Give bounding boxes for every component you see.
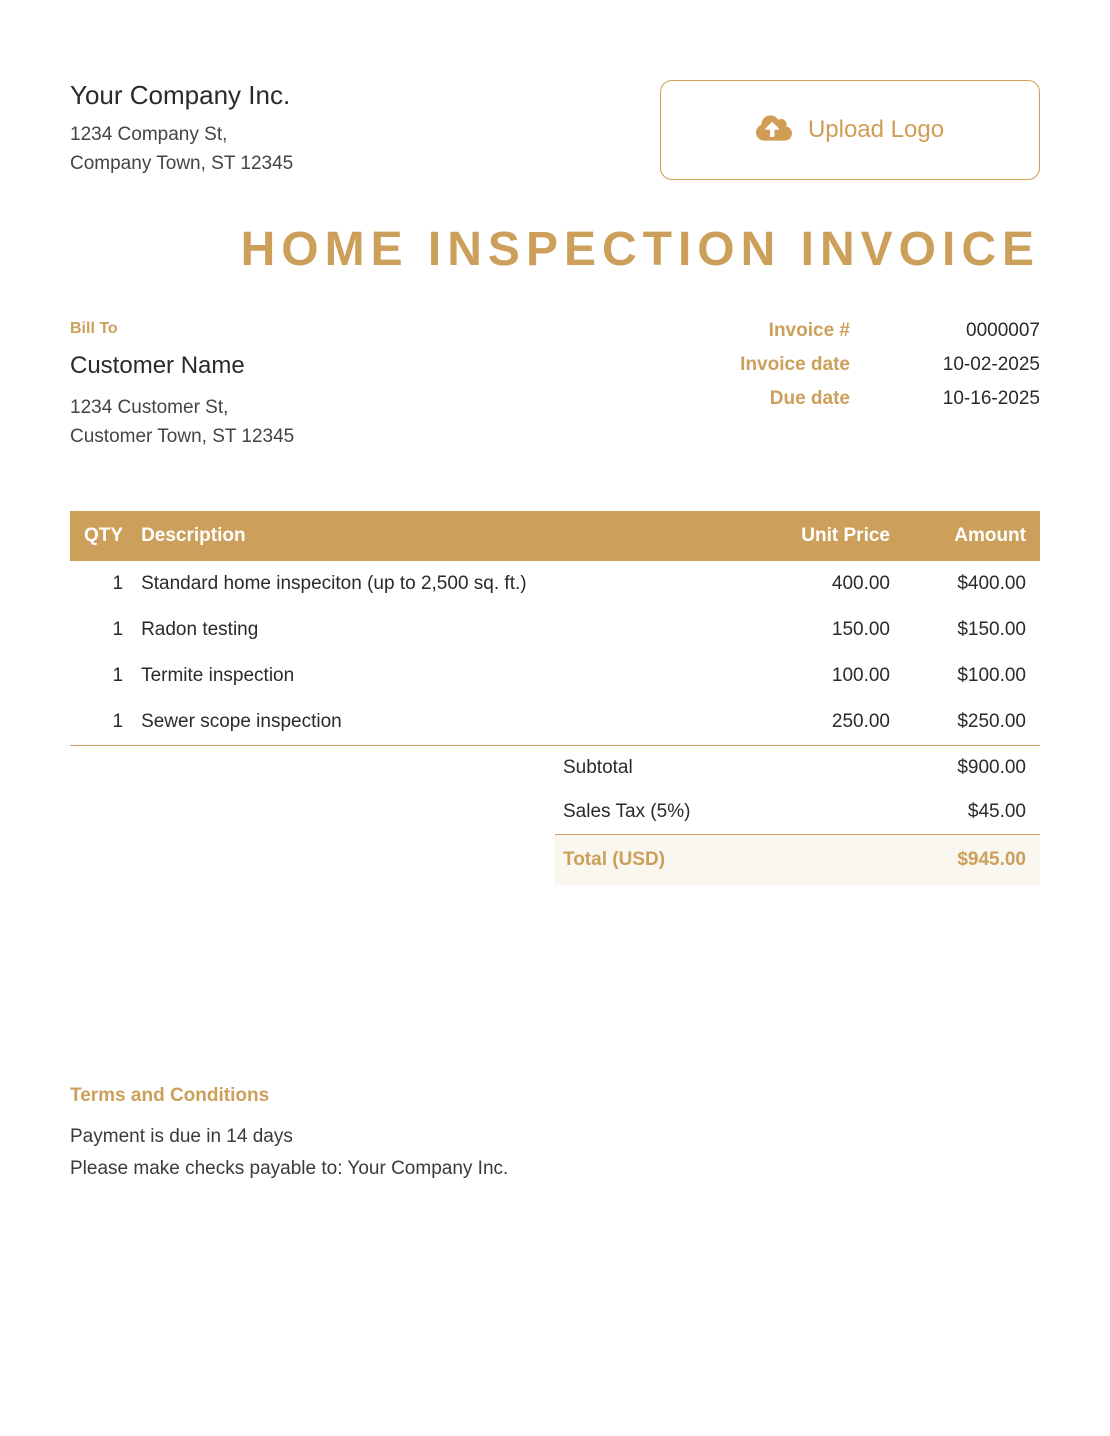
table-row: 1Standard home inspeciton (up to 2,500 s… (70, 561, 1040, 607)
qty-header: QTY (70, 511, 133, 561)
description-header: Description (133, 511, 750, 561)
totals-table: Subtotal $900.00 Sales Tax (5%) $45.00 T… (555, 746, 1040, 885)
qty-cell: 1 (70, 561, 133, 607)
invoice-number-line: Invoice # 0000007 (555, 320, 1040, 342)
description-cell: Standard home inspeciton (up to 2,500 sq… (133, 561, 750, 607)
qty-cell: 1 (70, 607, 133, 653)
customer-addr-line1: 1234 Customer St, (70, 394, 555, 423)
customer-addr-line2: Customer Town, ST 12345 (70, 423, 555, 452)
company-addr-line2: Company Town, ST 12345 (70, 150, 660, 179)
invoice-title: HOME INSPECTION INVOICE (70, 220, 1040, 280)
customer-address: 1234 Customer St, Customer Town, ST 1234… (70, 394, 555, 451)
due-date-value: 10-16-2025 (910, 388, 1040, 410)
table-row: 1Sewer scope inspection250.00$250.00 (70, 699, 1040, 746)
unit-price-cell: 400.00 (750, 561, 900, 607)
terms-block: Terms and Conditions Payment is due in 1… (70, 1085, 1040, 1186)
unit-price-cell: 100.00 (750, 653, 900, 699)
terms-heading: Terms and Conditions (70, 1085, 1040, 1107)
company-address: 1234 Company St, Company Town, ST 12345 (70, 121, 660, 178)
company-name: Your Company Inc. (70, 80, 660, 111)
due-date-line: Due date 10-16-2025 (555, 388, 1040, 410)
amount-header: Amount (900, 511, 1040, 561)
bill-to-block: Bill To Customer Name 1234 Customer St, … (70, 320, 555, 451)
subtotal-value: $900.00 (851, 746, 1040, 790)
total-row: Total (USD) $945.00 (555, 835, 1040, 886)
qty-cell: 1 (70, 699, 133, 746)
subtotal-row: Subtotal $900.00 (555, 746, 1040, 790)
invoice-date-label: Invoice date (700, 354, 850, 376)
invoice-number-value: 0000007 (910, 320, 1040, 342)
table-header-row: QTY Description Unit Price Amount (70, 511, 1040, 561)
terms-line1: Payment is due in 14 days (70, 1121, 1040, 1153)
amount-cell: $150.00 (900, 607, 1040, 653)
description-cell: Sewer scope inspection (133, 699, 750, 746)
amount-cell: $100.00 (900, 653, 1040, 699)
description-cell: Radon testing (133, 607, 750, 653)
bill-to-heading: Bill To (70, 320, 555, 338)
tax-row: Sales Tax (5%) $45.00 (555, 790, 1040, 835)
invoice-number-label: Invoice # (700, 320, 850, 342)
amount-cell: $250.00 (900, 699, 1040, 746)
qty-cell: 1 (70, 653, 133, 699)
invoice-date-value: 10-02-2025 (910, 354, 1040, 376)
due-date-label: Due date (700, 388, 850, 410)
terms-text: Payment is due in 14 days Please make ch… (70, 1121, 1040, 1186)
company-block: Your Company Inc. 1234 Company St, Compa… (70, 80, 660, 178)
tax-label: Sales Tax (5%) (555, 790, 851, 835)
unit-price-cell: 250.00 (750, 699, 900, 746)
total-value: $945.00 (851, 835, 1040, 886)
tax-value: $45.00 (851, 790, 1040, 835)
cloud-upload-icon (756, 113, 792, 148)
header-row: Your Company Inc. 1234 Company St, Compa… (70, 80, 1040, 180)
upload-logo-button[interactable]: Upload Logo (660, 80, 1040, 180)
upload-logo-label: Upload Logo (808, 116, 944, 144)
unit-price-header: Unit Price (750, 511, 900, 561)
table-row: 1Radon testing150.00$150.00 (70, 607, 1040, 653)
line-items-table: QTY Description Unit Price Amount 1Stand… (70, 511, 1040, 746)
customer-name: Customer Name (70, 352, 555, 380)
subtotal-label: Subtotal (555, 746, 851, 790)
company-addr-line1: 1234 Company St, (70, 121, 660, 150)
invoice-date-line: Invoice date 10-02-2025 (555, 354, 1040, 376)
meta-row: Bill To Customer Name 1234 Customer St, … (70, 320, 1040, 451)
unit-price-cell: 150.00 (750, 607, 900, 653)
terms-line2: Please make checks payable to: Your Comp… (70, 1153, 1040, 1185)
table-row: 1Termite inspection100.00$100.00 (70, 653, 1040, 699)
description-cell: Termite inspection (133, 653, 750, 699)
invoice-meta: Invoice # 0000007 Invoice date 10-02-202… (555, 320, 1040, 422)
total-label: Total (USD) (555, 835, 851, 886)
amount-cell: $400.00 (900, 561, 1040, 607)
